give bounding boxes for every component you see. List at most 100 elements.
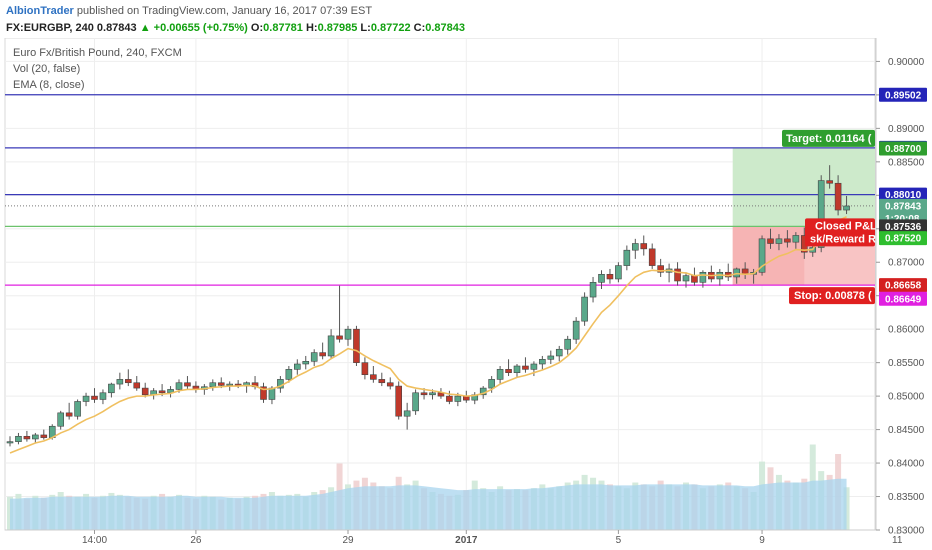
price-tag [879,187,927,202]
candle-body [623,249,631,266]
candle-body [293,363,301,370]
candle-body [572,320,580,340]
last-price: 0.87843 [96,22,137,34]
candle-body [6,441,14,444]
candle-body [23,435,31,440]
close-label: C: [413,22,426,34]
low-label: L: [360,22,371,34]
candle-body [488,379,495,389]
candle-body [674,268,681,282]
candle-body [327,335,335,357]
candle-body [598,273,605,283]
risk-reward-label: sk/Reward R [810,233,876,245]
price-tag-label: 0.86649 [885,294,922,305]
stop-zone-highlight [732,226,805,286]
time-tick-label: 5 [616,535,622,546]
candle-body [758,238,766,273]
price-tag-label: 0.88010 [885,190,922,201]
candle-body [344,328,352,340]
candle-body [589,282,597,298]
candle-body [615,265,622,280]
author-link[interactable]: AlbionTrader [6,5,74,17]
price-tick-label: 0.90000 [888,57,925,68]
candle-body [420,392,428,396]
price-tag [879,87,927,102]
open-label: O: [250,22,264,34]
candle-body [74,401,81,417]
symbol-quote-line: FX:EURGBP, 240 0.87843 ▲ +0.00655 (+0.75… [6,22,465,34]
price-tag-label: 0.89502 [885,90,922,101]
candle-body [454,395,462,402]
candle-body [834,182,842,211]
price-tag [879,278,927,293]
price-tick-label: 0.83500 [888,492,925,503]
ema-line [9,216,847,454]
candle-body [99,392,107,400]
candle-body [108,383,115,394]
legend-volume: Vol (20, false) [13,63,81,75]
candle-body [530,363,538,370]
candle-body [775,238,783,244]
price-change: ▲ +0.00655 (+0.75%) [139,22,248,34]
publish-line: AlbionTrader published on TradingView.co… [6,5,372,17]
low-value: 0.87722 [370,22,411,34]
candle-body [539,359,546,365]
time-axis[interactable]: 14:0026292017591114:0016 [5,529,932,546]
candle-body [133,382,141,389]
high-label: H: [305,22,318,34]
price-tag-label: 0.87536 [885,222,922,233]
candle-body [209,382,217,388]
candle-body [817,180,825,248]
price-tick-label: 0.88500 [888,157,925,168]
candle-body [648,248,656,266]
candle-body [505,369,512,373]
candle-body [319,352,326,357]
price-tick-label: 0.83000 [888,526,925,537]
legend-ema: EMA (8, close) [13,79,85,91]
candle-body [555,348,563,357]
candle-body [395,385,403,417]
high-value: 0.87985 [317,22,358,34]
candle-body [792,235,800,243]
candle-body [691,275,698,283]
candle-body [412,392,419,412]
candle-body [403,410,411,417]
candle-body [631,243,639,251]
price-tick-label: 0.87000 [888,258,925,269]
candle-body [657,265,664,273]
volume-bars [7,444,850,530]
candle-body [784,238,791,243]
price-tick-label: 0.84500 [888,425,925,436]
pnl-label-box [805,218,875,247]
candle-body [336,335,343,340]
candle-body [843,205,850,211]
symbol-label[interactable]: FX:EURGBP, 240 [6,22,94,34]
candle-body [141,387,149,396]
candle-body [310,352,318,362]
candle-body [15,435,22,442]
horizontal-lines[interactable] [5,94,875,286]
price-tag [879,291,927,306]
candle-body [513,365,521,373]
position-labels: Target: 0.01164 (Stop: 0.00878 (Closed P… [782,129,880,305]
candle-body [370,374,377,380]
candle-body [82,395,90,402]
candle-body [91,395,98,400]
time-tick-label: 29 [342,535,354,546]
target-label: Target: 0.01164 ( [786,133,872,145]
close-value: 0.87843 [425,22,466,34]
candle-body [65,412,73,417]
time-tick-label: 11 [892,535,903,546]
price-tag-label: 0.87843 [885,201,922,212]
plot-area[interactable] [4,38,876,531]
price-tag [879,219,927,234]
candle-body [606,273,614,280]
price-chart[interactable]: Target: 0.01164 (Stop: 0.00878 (Closed P… [0,38,932,550]
ema-path [9,216,847,454]
candle-body [682,275,690,282]
price-axis[interactable]: 0.900000.895000.890000.885000.880000.875… [875,38,932,550]
price-tick-label: 0.85000 [888,392,925,403]
price-tag-label: 0.86658 [885,281,922,292]
candle-body [158,390,166,394]
price-tag [879,231,927,246]
